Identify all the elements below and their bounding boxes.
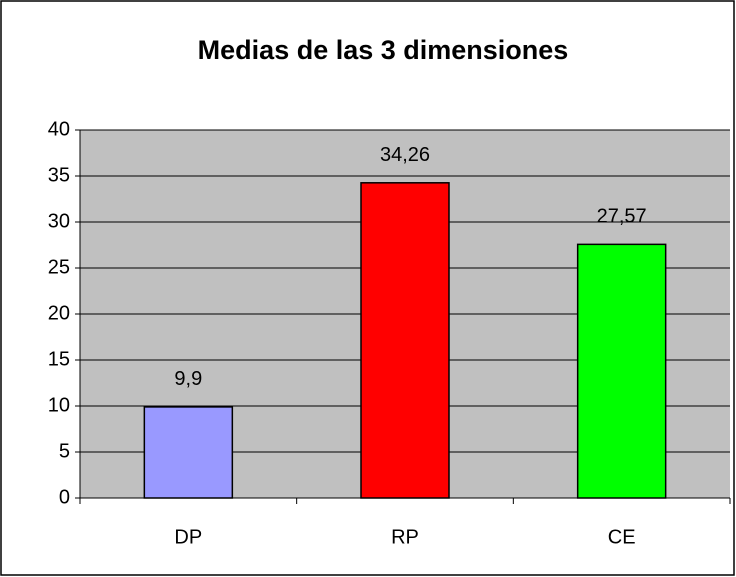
bar	[360, 182, 450, 499]
y-tick-label: 30	[48, 210, 70, 232]
y-tick-label: 20	[48, 302, 70, 324]
x-tick-label: DP	[174, 526, 202, 548]
y-tick-label: 25	[48, 256, 70, 278]
y-tick-label: 0	[59, 486, 70, 508]
data-label: 9,9	[174, 368, 202, 390]
chart-title: Medias de las 3 dimensiones	[198, 35, 569, 65]
data-label: 27,57	[597, 206, 647, 228]
y-tick-label: 5	[59, 440, 70, 462]
y-tick-label: 35	[48, 164, 70, 186]
bar	[576, 243, 667, 499]
x-tick-label: RP	[391, 526, 419, 548]
y-tick-label: 15	[48, 348, 70, 370]
x-tick-label: CE	[608, 526, 636, 548]
y-tick-label: 10	[48, 394, 70, 416]
y-tick-label: 40	[48, 118, 70, 140]
bar	[143, 406, 234, 499]
data-label: 34,26	[380, 144, 430, 166]
